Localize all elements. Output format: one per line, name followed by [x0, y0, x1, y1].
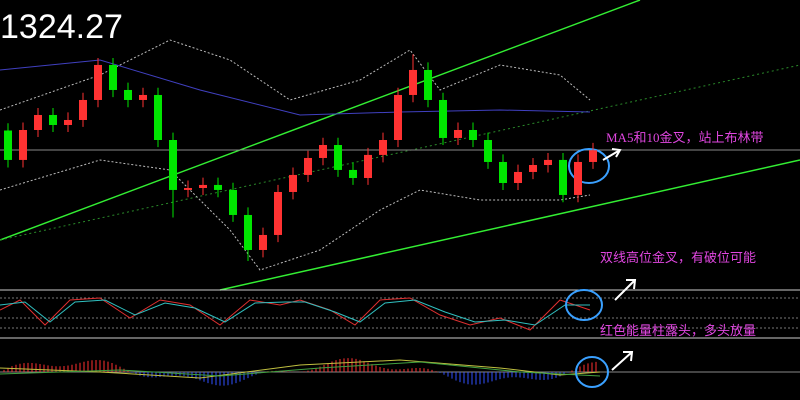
- boll-lower: [0, 159, 591, 271]
- arrow: [602, 148, 622, 161]
- candle-body: [34, 114, 42, 130]
- candle-body: [364, 154, 372, 178]
- candle-body: [574, 161, 582, 195]
- macd-line: [0, 361, 601, 377]
- candle-body: [4, 130, 12, 160]
- candle-body: [49, 114, 57, 125]
- channel-line: [0, 0, 641, 241]
- highlight-ellipse: [565, 289, 603, 321]
- candle-body: [79, 99, 87, 120]
- candle-body: [424, 69, 432, 100]
- candle-body: [349, 169, 357, 178]
- candle-body: [274, 191, 282, 235]
- candle-body: [199, 184, 207, 188]
- candle-body: [94, 64, 102, 100]
- candle-body: [409, 69, 417, 95]
- candle-body: [259, 234, 267, 250]
- candle-body: [379, 139, 387, 155]
- candle-body: [544, 159, 552, 166]
- candle-body: [454, 129, 462, 138]
- annotation: MA5和10金叉，站上布林带: [606, 130, 763, 145]
- candle-body: [304, 157, 312, 175]
- channel-mid: [0, 64, 800, 241]
- osc-line: [0, 299, 590, 326]
- candle-body: [184, 187, 192, 190]
- highlight-ellipse: [568, 148, 610, 184]
- candle-body: [229, 189, 237, 215]
- candle-body: [499, 161, 507, 183]
- channel-line: [219, 159, 800, 291]
- candle-body: [469, 129, 477, 140]
- candle-body: [139, 94, 147, 100]
- candle-body: [289, 174, 297, 192]
- candle-body: [154, 94, 162, 140]
- candle-body: [244, 214, 252, 250]
- arrow: [614, 279, 637, 301]
- candle-body: [319, 145, 327, 158]
- candle-body: [559, 159, 567, 195]
- candle-body: [124, 89, 132, 100]
- osc-line: [0, 297, 591, 331]
- candle-body: [214, 184, 222, 190]
- candle-body: [394, 94, 402, 140]
- candle-body: [334, 145, 342, 170]
- candle-body: [589, 150, 597, 162]
- candle-body: [514, 171, 522, 183]
- candle-body: [109, 64, 117, 90]
- candle-body: [484, 139, 492, 162]
- candles: [4, 54, 597, 261]
- highlight-ellipse: [575, 356, 609, 388]
- candle-body: [19, 129, 27, 160]
- ma-line: [0, 59, 591, 116]
- price-title: 1324.27: [0, 8, 123, 46]
- annotation: 红色能量柱露头，多头放量: [600, 323, 756, 338]
- arrow: [611, 351, 634, 371]
- macd-line: [0, 359, 601, 379]
- candle-body: [439, 99, 447, 138]
- candle-body: [529, 165, 537, 172]
- candle-body: [64, 119, 72, 125]
- candle-body: [169, 139, 177, 190]
- boll-upper: [0, 39, 591, 111]
- annotation: 双线高位金叉，有破位可能: [600, 250, 756, 265]
